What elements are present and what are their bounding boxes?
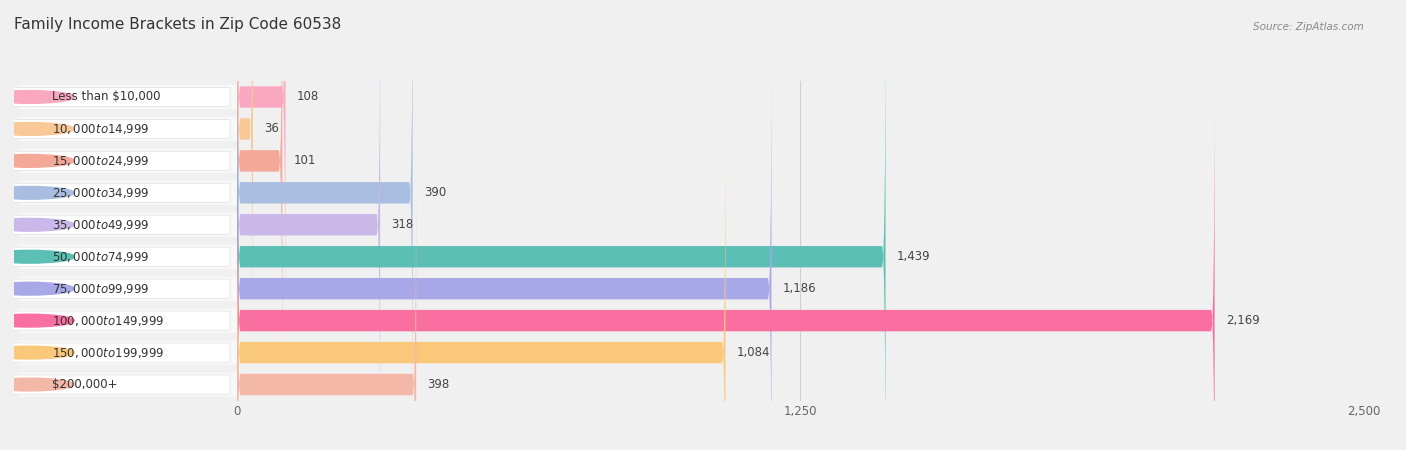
Text: $75,000 to $99,999: $75,000 to $99,999 (52, 282, 149, 296)
FancyBboxPatch shape (11, 279, 231, 298)
FancyBboxPatch shape (18, 277, 1360, 301)
FancyBboxPatch shape (18, 245, 1360, 269)
Text: $35,000 to $49,999: $35,000 to $49,999 (52, 218, 149, 232)
FancyBboxPatch shape (236, 0, 253, 374)
Text: $100,000 to $149,999: $100,000 to $149,999 (52, 314, 165, 328)
FancyBboxPatch shape (236, 0, 412, 438)
Text: 2,169: 2,169 (1226, 314, 1260, 327)
Text: $50,000 to $74,999: $50,000 to $74,999 (52, 250, 149, 264)
Text: Source: ZipAtlas.com: Source: ZipAtlas.com (1253, 22, 1364, 32)
FancyBboxPatch shape (18, 85, 1360, 109)
Text: 1,186: 1,186 (783, 282, 817, 295)
FancyBboxPatch shape (236, 140, 416, 450)
Circle shape (0, 186, 75, 199)
FancyBboxPatch shape (236, 76, 1215, 450)
Text: $10,000 to $14,999: $10,000 to $14,999 (52, 122, 149, 136)
Circle shape (0, 346, 75, 359)
FancyBboxPatch shape (11, 151, 231, 171)
FancyBboxPatch shape (18, 341, 1360, 364)
Text: 108: 108 (297, 90, 319, 104)
Text: 1,084: 1,084 (737, 346, 770, 359)
FancyBboxPatch shape (18, 117, 1360, 141)
FancyBboxPatch shape (236, 0, 285, 342)
Text: Family Income Brackets in Zip Code 60538: Family Income Brackets in Zip Code 60538 (14, 17, 342, 32)
Circle shape (0, 154, 75, 167)
Circle shape (0, 282, 75, 295)
FancyBboxPatch shape (18, 309, 1360, 333)
Text: Less than $10,000: Less than $10,000 (52, 90, 160, 104)
Text: 1,439: 1,439 (897, 250, 931, 263)
FancyBboxPatch shape (18, 181, 1360, 205)
Text: $150,000 to $199,999: $150,000 to $199,999 (52, 346, 165, 360)
Text: $200,000+: $200,000+ (52, 378, 118, 391)
FancyBboxPatch shape (11, 343, 231, 362)
Text: $15,000 to $24,999: $15,000 to $24,999 (52, 154, 149, 168)
Text: $25,000 to $34,999: $25,000 to $34,999 (52, 186, 149, 200)
Circle shape (0, 218, 75, 231)
Circle shape (0, 90, 75, 104)
FancyBboxPatch shape (11, 247, 231, 266)
Text: 398: 398 (427, 378, 450, 391)
FancyBboxPatch shape (236, 0, 380, 450)
FancyBboxPatch shape (236, 0, 283, 406)
Text: 36: 36 (264, 122, 280, 135)
FancyBboxPatch shape (11, 311, 231, 330)
FancyBboxPatch shape (18, 149, 1360, 173)
Circle shape (0, 314, 75, 327)
FancyBboxPatch shape (236, 108, 725, 450)
FancyBboxPatch shape (11, 119, 231, 139)
Text: 390: 390 (423, 186, 446, 199)
Text: 101: 101 (294, 154, 316, 167)
FancyBboxPatch shape (11, 375, 231, 394)
FancyBboxPatch shape (11, 183, 231, 202)
Text: 318: 318 (391, 218, 413, 231)
Circle shape (0, 250, 75, 263)
FancyBboxPatch shape (11, 215, 231, 234)
FancyBboxPatch shape (236, 44, 772, 450)
FancyBboxPatch shape (236, 12, 886, 450)
FancyBboxPatch shape (11, 87, 231, 107)
Circle shape (0, 122, 75, 135)
FancyBboxPatch shape (18, 213, 1360, 237)
FancyBboxPatch shape (18, 373, 1360, 396)
Circle shape (0, 378, 75, 391)
